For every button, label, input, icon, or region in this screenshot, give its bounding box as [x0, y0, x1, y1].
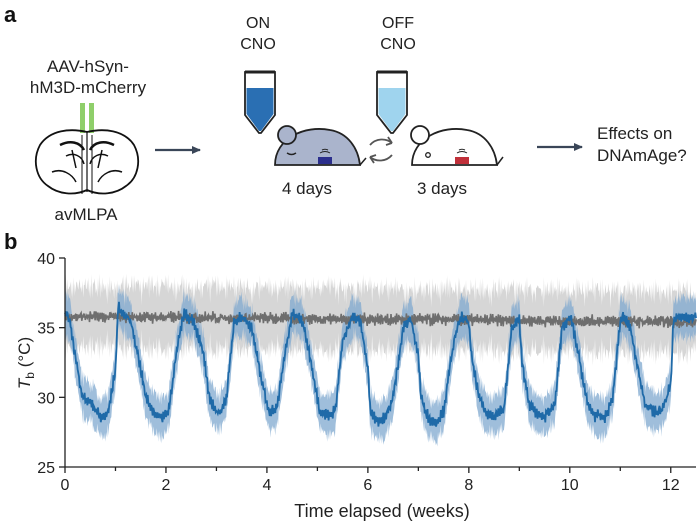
tb-chart: 25 30 35 40 0 2 4 6 8 10 12	[37, 251, 697, 494]
on-label-line1: ON	[246, 15, 270, 32]
off-duration: 3 days	[417, 179, 467, 198]
on-label-line2: CNO	[240, 36, 276, 53]
y-axis-label: Tb (°C)	[15, 337, 37, 389]
off-label-line1: OFF	[382, 15, 414, 32]
outcome-line2: DNAmAge?	[597, 146, 687, 165]
electrode-right	[89, 103, 94, 133]
x-tick-label: 0	[61, 477, 70, 494]
y-tick-label: 35	[37, 321, 55, 338]
y-tick-label: 30	[37, 390, 55, 407]
x-tick-label: 2	[162, 477, 171, 494]
y-tick-label: 40	[37, 251, 55, 268]
mouse-icon	[274, 125, 367, 166]
x-tick-label: 4	[262, 477, 271, 494]
on-duration: 4 days	[282, 179, 332, 198]
panel-b-letter: b	[4, 229, 17, 254]
x-tick-label: 6	[363, 477, 372, 494]
off-label-line2: CNO	[380, 36, 416, 53]
device-on	[318, 157, 332, 164]
series-2-line	[64, 310, 697, 329]
panel-a-letter: a	[4, 2, 17, 27]
virus-label-line1: AAV-hSyn-	[47, 57, 129, 76]
x-tick-label: 12	[662, 477, 680, 494]
device-off	[455, 157, 469, 164]
panel-b: b Tb (°C) 25 30 35 40 0 2 4 6 8 10 12 Time elapsed…	[4, 229, 697, 521]
panel-a: a AAV-hSyn- hM3D-mCherry avMLPA ON CNO	[4, 2, 687, 224]
x-tick-label: 8	[464, 477, 473, 494]
brain-section-icon	[34, 129, 140, 195]
x-axis-label: Time elapsed (weeks)	[294, 501, 469, 521]
virus-label-line2: hM3D-mCherry	[30, 78, 147, 97]
cycle-arrows-icon	[369, 136, 393, 164]
x-tick-label: 10	[561, 477, 579, 494]
y-axis-label-main: T	[15, 377, 34, 389]
y-tick-label: 25	[37, 460, 55, 477]
region-label: avMLPA	[55, 205, 119, 224]
syringe-off-icon	[376, 70, 408, 134]
electrode-left	[80, 103, 85, 133]
mouse-warm-icon	[410, 125, 504, 166]
y-axis-label-sub: b	[23, 372, 37, 379]
syringe-icon	[244, 70, 276, 134]
outcome-line1: Effects on	[597, 124, 672, 143]
y-axis-label-unit: (°C)	[15, 337, 34, 372]
series-1-line	[64, 301, 697, 427]
